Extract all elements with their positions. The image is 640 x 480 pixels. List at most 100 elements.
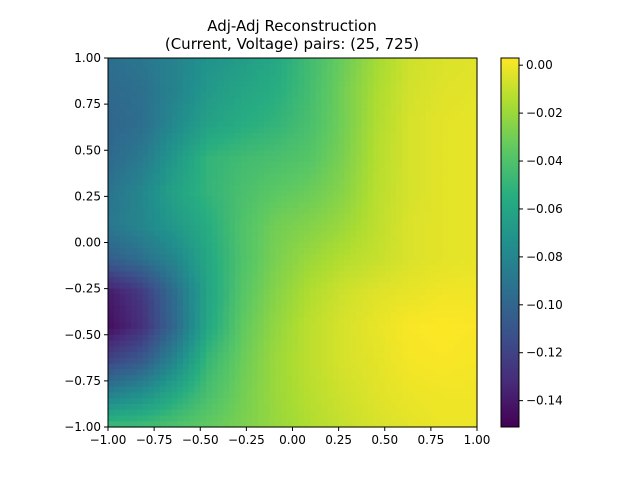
heatmap-cell: [142, 109, 149, 117]
heatmap-cell: [384, 311, 392, 319]
heatmap-cell: [413, 352, 420, 359]
heatmap-cell: [419, 109, 426, 117]
heatmap-cell: [321, 300, 328, 307]
heatmap-cell: [234, 161, 242, 169]
heatmap-cell: [367, 242, 374, 249]
heatmap-cell: [315, 288, 322, 295]
heatmap-cell: [453, 138, 461, 146]
heatmap-cell: [125, 352, 132, 359]
heatmap-cell: [182, 288, 190, 295]
heatmap-cell: [384, 363, 392, 370]
heatmap-cell: [327, 161, 334, 169]
heatmap-cell: [407, 190, 415, 197]
heatmap-cell: [384, 190, 392, 197]
heatmap-cell: [355, 311, 363, 319]
heatmap-cell: [194, 300, 201, 307]
heatmap-cell: [448, 271, 455, 278]
heatmap-cell: [142, 242, 149, 249]
heatmap-cell: [459, 317, 467, 324]
heatmap-cell: [350, 58, 357, 65]
y-axis: −1.00−0.75−0.50−0.250.000.250.500.751.00: [64, 51, 108, 434]
heatmap-cell: [315, 213, 322, 221]
heatmap-cell: [269, 138, 276, 146]
heatmap-cell: [425, 288, 432, 295]
heatmap-cell: [131, 225, 138, 232]
heatmap-cell: [108, 92, 115, 99]
heatmap-cell: [108, 236, 115, 244]
heatmap-cell: [206, 167, 213, 174]
heatmap-cell: [315, 277, 322, 284]
heatmap-cell: [252, 398, 259, 405]
heatmap-cell: [171, 271, 178, 278]
heatmap-cell: [465, 334, 472, 342]
heatmap-cell: [332, 230, 340, 238]
heatmap-cell: [229, 81, 236, 88]
heatmap-cell: [425, 190, 432, 197]
heatmap-cell: [131, 403, 138, 411]
heatmap-cell: [263, 179, 271, 186]
heatmap-cell: [344, 173, 351, 180]
heatmap-cell: [223, 254, 230, 261]
heatmap-cell: [448, 75, 455, 82]
heatmap-cell: [436, 271, 444, 278]
heatmap-cell: [148, 346, 155, 353]
heatmap-cell: [436, 179, 444, 186]
heatmap-cell: [136, 104, 144, 111]
heatmap-cell: [148, 254, 155, 261]
heatmap-cell: [390, 236, 397, 244]
heatmap-cell: [131, 357, 138, 365]
heatmap-cell: [159, 392, 167, 399]
heatmap-cell: [206, 271, 213, 278]
heatmap-cell: [211, 300, 219, 307]
heatmap-cell: [453, 173, 461, 180]
heatmap-cell: [315, 86, 322, 94]
heatmap-cell: [402, 403, 409, 411]
heatmap-cell: [188, 242, 196, 249]
heatmap-cell: [269, 340, 276, 347]
heatmap-cell: [442, 403, 449, 411]
heatmap-cell: [275, 277, 282, 284]
heatmap-cell: [361, 156, 369, 163]
heatmap-cell: [269, 81, 276, 88]
heatmap-cell: [269, 225, 276, 232]
heatmap-cell: [304, 58, 311, 65]
heatmap-cell: [223, 69, 230, 76]
heatmap-cell: [194, 173, 201, 180]
heatmap-cell: [165, 190, 173, 197]
heatmap-cell: [304, 63, 311, 71]
heatmap-cell: [413, 398, 420, 405]
heatmap-cell: [217, 254, 224, 261]
heatmap-cell: [177, 58, 184, 65]
heatmap-cell: [165, 156, 173, 163]
heatmap-cell: [430, 115, 438, 123]
heatmap-cell: [171, 167, 178, 174]
heatmap-cell: [292, 288, 299, 295]
heatmap-cell: [142, 173, 149, 180]
heatmap-cell: [315, 409, 322, 417]
heatmap-cell: [378, 242, 386, 249]
heatmap-cell: [154, 86, 161, 94]
heatmap-cell: [298, 225, 305, 232]
heatmap-cell: [159, 75, 167, 82]
heatmap-cell: [402, 254, 409, 261]
heatmap-cell: [182, 179, 190, 186]
heatmap-cell: [131, 300, 138, 307]
heatmap-cell: [269, 92, 276, 99]
heatmap-cell: [142, 127, 149, 134]
heatmap-cell: [108, 248, 115, 255]
heatmap-cell: [246, 236, 253, 244]
heatmap-cell: [119, 115, 126, 123]
heatmap-cell: [211, 369, 219, 376]
heatmap-cell: [142, 352, 149, 359]
heatmap-cell: [471, 115, 478, 123]
heatmap-cell: [309, 92, 317, 99]
heatmap-cell: [234, 150, 242, 157]
heatmap-cell: [177, 92, 184, 99]
heatmap-cell: [373, 277, 380, 284]
heatmap-cell: [154, 184, 161, 192]
heatmap-cell: [154, 213, 161, 221]
heatmap-cell: [177, 328, 184, 336]
heatmap-cell: [131, 219, 138, 226]
heatmap-cell: [448, 236, 455, 244]
heatmap-cell: [188, 415, 196, 422]
